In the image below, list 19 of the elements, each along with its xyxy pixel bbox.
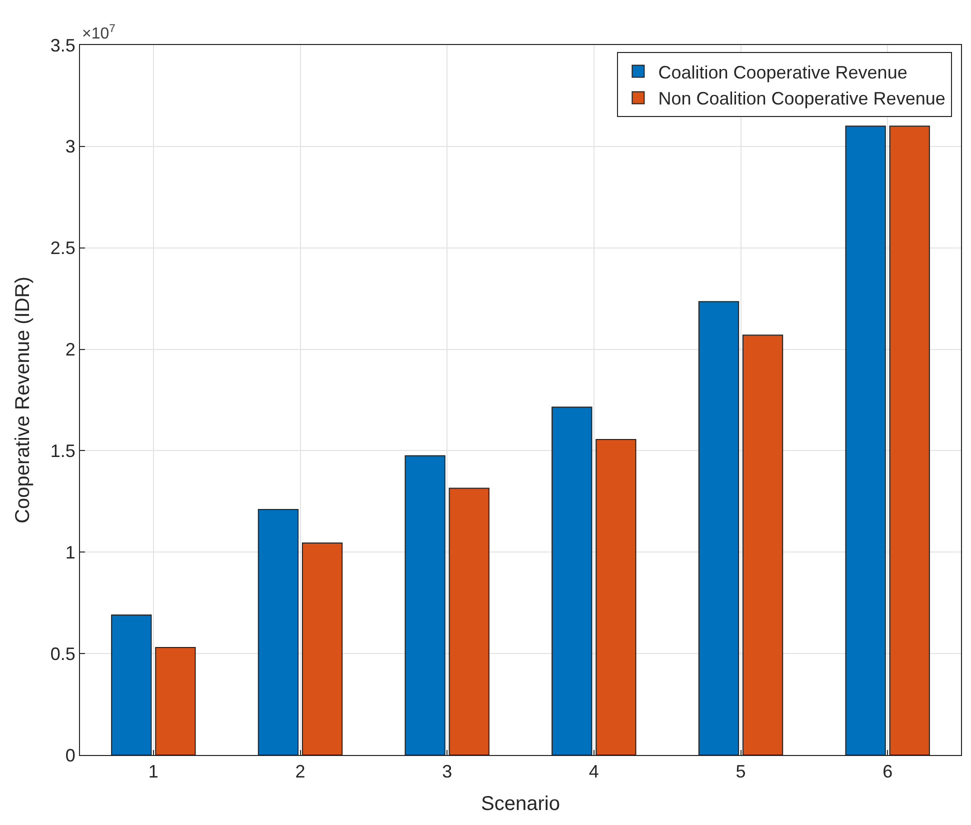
- y-tick-label: 3: [65, 136, 76, 157]
- x-tick-label: 3: [442, 762, 452, 782]
- x-tick-label: 5: [736, 762, 746, 782]
- legend-label: Coalition Cooperative Revenue: [658, 62, 908, 82]
- y-tick-label: 1.5: [50, 441, 76, 462]
- y-tick-label: 0.5: [50, 644, 76, 664]
- y-tick-label: 3.5: [50, 35, 76, 56]
- legend-label: Non Coalition Cooperative Revenue: [658, 88, 946, 109]
- y-tick-label: 2: [65, 340, 76, 360]
- y-axis-title: Cooperative Revenue (IDR): [12, 276, 34, 524]
- y-tick-label: 0: [65, 745, 76, 766]
- text: ×10$^{7}$: [82, 23, 116, 43]
- x-axis-title: Scenario: [481, 793, 560, 816]
- y-tick-label: 1: [65, 542, 76, 562]
- y-tick-label: 2.5: [50, 238, 76, 258]
- x-tick-label: 4: [588, 762, 599, 782]
- x-tick-label: 1: [148, 762, 158, 782]
- x-tick-label: 6: [882, 762, 893, 782]
- x-tick-label: 2: [295, 762, 306, 782]
